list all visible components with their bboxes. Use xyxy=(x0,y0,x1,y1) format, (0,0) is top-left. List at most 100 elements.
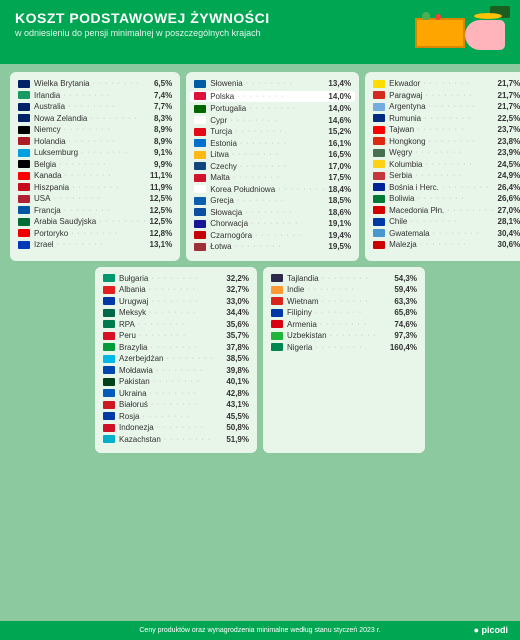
flag-icon xyxy=(18,80,30,88)
percentage-value: 17,5% xyxy=(328,173,351,182)
country-row: Niemcy· · · · · · · ·8,9% xyxy=(18,125,172,134)
percentage-value: 45,5% xyxy=(226,412,249,421)
flag-icon xyxy=(103,412,115,420)
country-name: Estonia xyxy=(210,139,237,148)
dots: · · · · · · · · xyxy=(151,298,223,305)
dots: · · · · · · · · xyxy=(71,230,146,237)
country-name: Korea Południowa xyxy=(210,185,275,194)
flag-icon xyxy=(194,151,206,159)
country-name: Meksyk xyxy=(119,308,146,317)
country-name: Arabia Saudyjska xyxy=(34,217,96,226)
percentage-value: 30,4% xyxy=(498,229,520,238)
flag-icon xyxy=(194,208,206,216)
country-row: Korea Południowa· · · · · · · ·18,4% xyxy=(194,185,351,194)
dots: · · · · · · · · xyxy=(415,149,494,156)
data-panel: Słowenia· · · · · · · ·13,4%Polska· · · … xyxy=(186,72,359,261)
percentage-value: 7,4% xyxy=(154,91,172,100)
dots: · · · · · · · · xyxy=(157,424,224,431)
dots: · · · · · · · · xyxy=(237,197,326,204)
country-row: Wietnam· · · · · · · ·63,3% xyxy=(271,297,417,306)
country-row: Indie· · · · · · · ·59,4% xyxy=(271,285,417,294)
country-name: Pakistan xyxy=(119,377,150,386)
country-name: Rosja xyxy=(119,412,139,421)
dots: · · · · · · · · xyxy=(63,92,151,99)
dots: · · · · · · · · xyxy=(420,241,495,248)
country-name: Słowenia xyxy=(210,79,242,88)
dots: · · · · · · · · xyxy=(249,105,325,112)
dots: · · · · · · · · xyxy=(410,218,494,225)
country-row: Hongkong· · · · · · · ·23,8% xyxy=(373,137,520,146)
percentage-value: 21,7% xyxy=(498,91,520,100)
percentage-value: 35,7% xyxy=(226,331,249,340)
country-row: Boliwia· · · · · · · ·26,6% xyxy=(373,194,520,203)
country-row: Węgry· · · · · · · ·23,9% xyxy=(373,148,520,157)
percentage-value: 97,3% xyxy=(394,331,417,340)
flag-icon xyxy=(194,105,206,113)
percentage-value: 23,9% xyxy=(498,148,520,157)
flag-icon xyxy=(18,229,30,237)
flag-icon xyxy=(373,149,385,157)
percentage-value: 8,9% xyxy=(154,137,172,146)
dots: · · · · · · · · xyxy=(235,243,326,250)
dots: · · · · · · · · xyxy=(233,174,326,181)
country-name: Kanada xyxy=(34,171,62,180)
flag-icon xyxy=(194,128,206,136)
flag-icon xyxy=(271,309,283,317)
flag-icon xyxy=(18,172,30,180)
country-name: Słowacja xyxy=(210,208,242,217)
dots: · · · · · · · · xyxy=(255,232,325,239)
dots: · · · · · · · · xyxy=(151,275,223,282)
flag-icon xyxy=(373,91,385,99)
country-name: Francja xyxy=(34,206,61,215)
country-row: Armenia· · · · · · · ·74,6% xyxy=(271,320,417,329)
percentage-value: 9,9% xyxy=(154,160,172,169)
flag-icon xyxy=(271,320,283,328)
percentage-value: 18,5% xyxy=(328,196,351,205)
flag-icon xyxy=(194,162,206,170)
country-row: Kanada· · · · · · · ·11,1% xyxy=(18,171,172,180)
flag-icon xyxy=(194,231,206,239)
percentage-value: 160,4% xyxy=(390,343,417,352)
country-name: Izrael xyxy=(34,240,54,249)
percentage-value: 22,5% xyxy=(498,114,520,123)
flag-icon xyxy=(103,424,115,432)
country-row: Kazachstan· · · · · · · ·51,9% xyxy=(103,435,249,444)
flag-icon xyxy=(103,401,115,409)
dots: · · · · · · · · xyxy=(245,209,325,216)
country-row: Azerbejdżan· · · · · · · ·38,5% xyxy=(103,354,249,363)
percentage-value: 9,1% xyxy=(154,148,172,157)
flag-icon xyxy=(103,320,115,328)
dots: · · · · · · · · xyxy=(447,207,494,214)
dots: · · · · · · · · xyxy=(72,184,147,191)
flag-icon xyxy=(194,174,206,182)
country-row: Wielka Brytania· · · · · · · ·6,5% xyxy=(18,79,172,88)
percentage-value: 11,1% xyxy=(150,171,172,180)
country-name: Bułgaria xyxy=(119,274,148,283)
country-name: Australia xyxy=(34,102,65,111)
country-name: Brazylia xyxy=(119,343,147,352)
flag-icon xyxy=(18,160,30,168)
country-name: Azerbejdżan xyxy=(119,354,163,363)
hand-icon xyxy=(465,20,505,50)
country-row: Filipiny· · · · · · · ·65,8% xyxy=(271,308,417,317)
dots: · · · · · · · · xyxy=(64,126,151,133)
dots: · · · · · · · · xyxy=(429,138,495,145)
flag-icon xyxy=(18,91,30,99)
data-panel: Tajlandia· · · · · · · ·54,3%Indie· · · … xyxy=(263,267,425,454)
country-name: Łotwa xyxy=(210,242,231,251)
percentage-value: 34,4% xyxy=(226,308,249,317)
percentage-value: 8,3% xyxy=(154,114,172,123)
country-row: Hiszpania· · · · · · · ·11,9% xyxy=(18,183,172,192)
dots: · · · · · · · · xyxy=(164,436,224,443)
country-row: Białoruś· · · · · · · ·43,1% xyxy=(103,400,249,409)
percentage-value: 19,4% xyxy=(328,231,351,240)
country-name: Gwatemala xyxy=(389,229,429,238)
country-name: Urugwaj xyxy=(119,297,148,306)
flag-icon xyxy=(18,137,30,145)
percentage-value: 13,1% xyxy=(150,240,173,249)
percentage-value: 11,9% xyxy=(150,183,172,192)
dots: · · · · · · · · xyxy=(235,128,325,135)
percentage-value: 6,5% xyxy=(154,79,172,88)
country-name: Irlandia xyxy=(34,91,60,100)
flag-icon xyxy=(271,343,283,351)
